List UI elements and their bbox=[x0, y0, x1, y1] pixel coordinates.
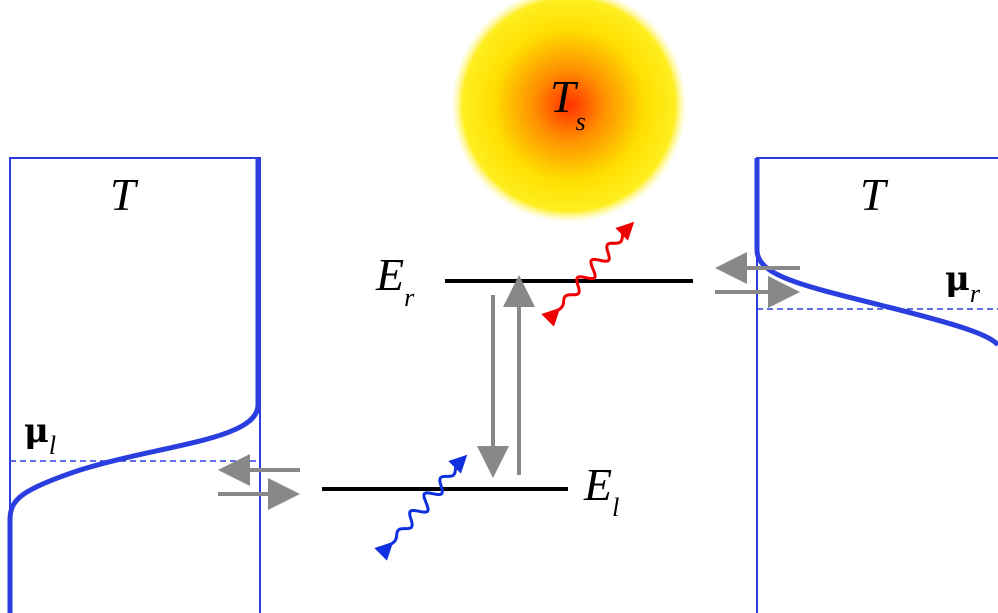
upper-level-label: Er bbox=[375, 249, 415, 312]
left-temperature: T bbox=[110, 169, 139, 220]
right-temperature: T bbox=[860, 169, 889, 220]
left-mu-label: μl bbox=[24, 411, 56, 460]
diagram: Ts T μl T μr Er El bbox=[0, 0, 998, 613]
left-reservoir bbox=[10, 158, 260, 613]
right-reservoir bbox=[757, 158, 998, 613]
photon bbox=[556, 226, 630, 312]
lower-level-label: El bbox=[583, 459, 619, 522]
transition-arrows bbox=[218, 268, 800, 494]
photon bbox=[389, 459, 463, 546]
left-distribution bbox=[10, 158, 258, 613]
right-mu-label: μr bbox=[945, 259, 981, 308]
